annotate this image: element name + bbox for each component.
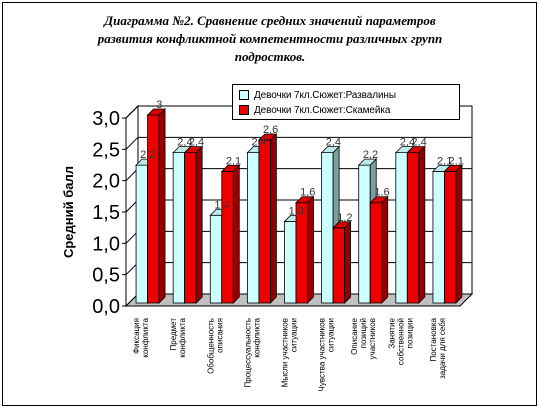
bar-2-8 — [406, 145, 426, 304]
bar-side — [195, 145, 203, 304]
y-tick-label: 2,5 — [92, 139, 120, 161]
chart-title-line-1: Диаграмма №2. Сравнение средних значений… — [104, 13, 436, 28]
bar-front — [135, 164, 148, 304]
data-label: 2,2 — [363, 149, 378, 161]
gridline-side — [125, 105, 139, 119]
bar-front — [209, 214, 223, 304]
bar-side — [158, 108, 166, 304]
bar-front — [147, 114, 160, 304]
x-tick-label: ситуации — [290, 318, 299, 352]
chart-title-line-3: подростков. — [234, 49, 306, 64]
bar-2-7 — [369, 195, 389, 304]
x-tick-label: конфликта — [178, 317, 187, 357]
bars-layer — [135, 108, 463, 304]
data-labels-layer: 2,232,42,41,42,12,42,61,31,62,41,22,21,6… — [140, 99, 464, 224]
data-label: 2,6 — [263, 124, 278, 136]
bar-2-4 — [257, 133, 278, 304]
bar-front — [444, 170, 457, 304]
legend-item-series-2: Девочки 7кл.Сюжет:Скамейка — [239, 103, 390, 117]
x-tick-label: Предмет — [169, 318, 178, 351]
bar-side — [381, 195, 389, 304]
bar-front — [432, 170, 445, 304]
y-tick-label: 1,0 — [92, 233, 120, 255]
bar-2-3 — [220, 164, 241, 304]
bar-front — [246, 152, 260, 304]
bar-side — [455, 164, 463, 304]
bar-2-9 — [443, 164, 463, 304]
bar-2-5 — [295, 195, 315, 304]
x-tick-label: описания — [215, 318, 224, 353]
y-axis-title: Средний балл — [61, 166, 76, 258]
bar-side — [418, 145, 426, 304]
x-tick-label: позиций — [359, 318, 368, 348]
data-label: 1,6 — [374, 187, 389, 199]
y-tick-label: 1,5 — [92, 202, 120, 224]
bar-front — [184, 152, 197, 304]
x-tick-label: собственной — [396, 318, 405, 365]
data-label: 2,4 — [189, 137, 204, 149]
legend-item-series-1: Девочки 7кл.Сюжет:Развалины — [239, 88, 396, 102]
chart-title-line-2: развития конфликтной компетентности разл… — [97, 31, 443, 46]
bar-front — [284, 221, 297, 304]
data-label: 2,4 — [400, 137, 415, 149]
bar-front — [221, 170, 234, 304]
y-tick-label: 0,5 — [92, 265, 120, 287]
legend-swatch-series-1 — [239, 90, 249, 100]
bar-2-6 — [332, 220, 352, 304]
bar-front — [406, 152, 420, 304]
x-tick-label: позиции — [405, 318, 414, 348]
legend-swatch-series-2 — [239, 105, 249, 115]
x-tick-labels: Фиксация конфликта Предмет конфликта Обобщен… — [132, 317, 447, 391]
x-tick-label: Процессуальность — [243, 318, 252, 387]
bar-front — [172, 152, 186, 304]
data-label: 2,1 — [226, 155, 241, 167]
y-tick-label: 0,0 — [92, 296, 120, 318]
bar-side — [344, 220, 352, 304]
gridline-side — [125, 136, 139, 150]
x-tick-label: Обобщенность — [206, 318, 215, 374]
bar-front — [369, 202, 383, 304]
bar-2-1 — [146, 108, 167, 304]
bar-side — [232, 164, 240, 304]
bar-front — [258, 139, 271, 304]
x-tick-label: Мысли участников — [281, 318, 290, 387]
legend-label-series-1: Девочки 7кл.Сюжет:Развалины — [254, 89, 396, 101]
x-tick-label: Постановка — [429, 317, 438, 361]
bar-front — [358, 164, 371, 304]
y-tick-label: 3,0 — [92, 108, 120, 130]
data-label: 1,6 — [300, 187, 315, 199]
data-label: 2,1 — [437, 155, 452, 167]
chart-title: Диаграмма №2. Сравнение средних значений… — [20, 12, 520, 66]
bar-front — [321, 152, 334, 304]
data-label: 2,4 — [177, 137, 192, 149]
bar-front — [295, 202, 308, 304]
x-tick-label: Чувства участников — [318, 318, 327, 391]
x-tick-label: ситуации — [327, 318, 336, 352]
data-label: 2,2 — [140, 149, 155, 161]
bar-side — [307, 195, 314, 304]
data-label: 1,2 — [337, 212, 352, 224]
x-tick-label: участников — [368, 318, 377, 359]
bar-front — [332, 227, 346, 304]
x-tick-label: конфликта — [252, 317, 261, 357]
bar-side — [269, 133, 277, 304]
chart-legend: Девочки 7кл.Сюжет:Развалины Девочки 7кл.… — [232, 84, 460, 120]
data-label: 1,4 — [214, 199, 229, 211]
x-tick-label: конфликта — [141, 317, 150, 357]
x-tick-label: Фиксация — [132, 318, 141, 354]
x-tick-label: задачи для себя — [438, 318, 447, 379]
data-label: 1,3 — [289, 206, 304, 218]
data-label: 2,4 — [251, 137, 266, 149]
data-label: 3 — [156, 99, 162, 111]
data-label: 2,1 — [449, 155, 464, 167]
data-label: 2,4 — [326, 137, 341, 149]
bar-front — [395, 152, 408, 304]
legend-label-series-2: Девочки 7кл.Сюжет:Скамейка — [254, 104, 391, 116]
bar-2-2 — [183, 145, 204, 304]
x-tick-label: Занятие — [387, 317, 396, 348]
data-label: 2,4 — [411, 137, 426, 149]
x-tick-label: Описание — [350, 317, 359, 354]
y-tick-label: 2,0 — [92, 171, 120, 193]
